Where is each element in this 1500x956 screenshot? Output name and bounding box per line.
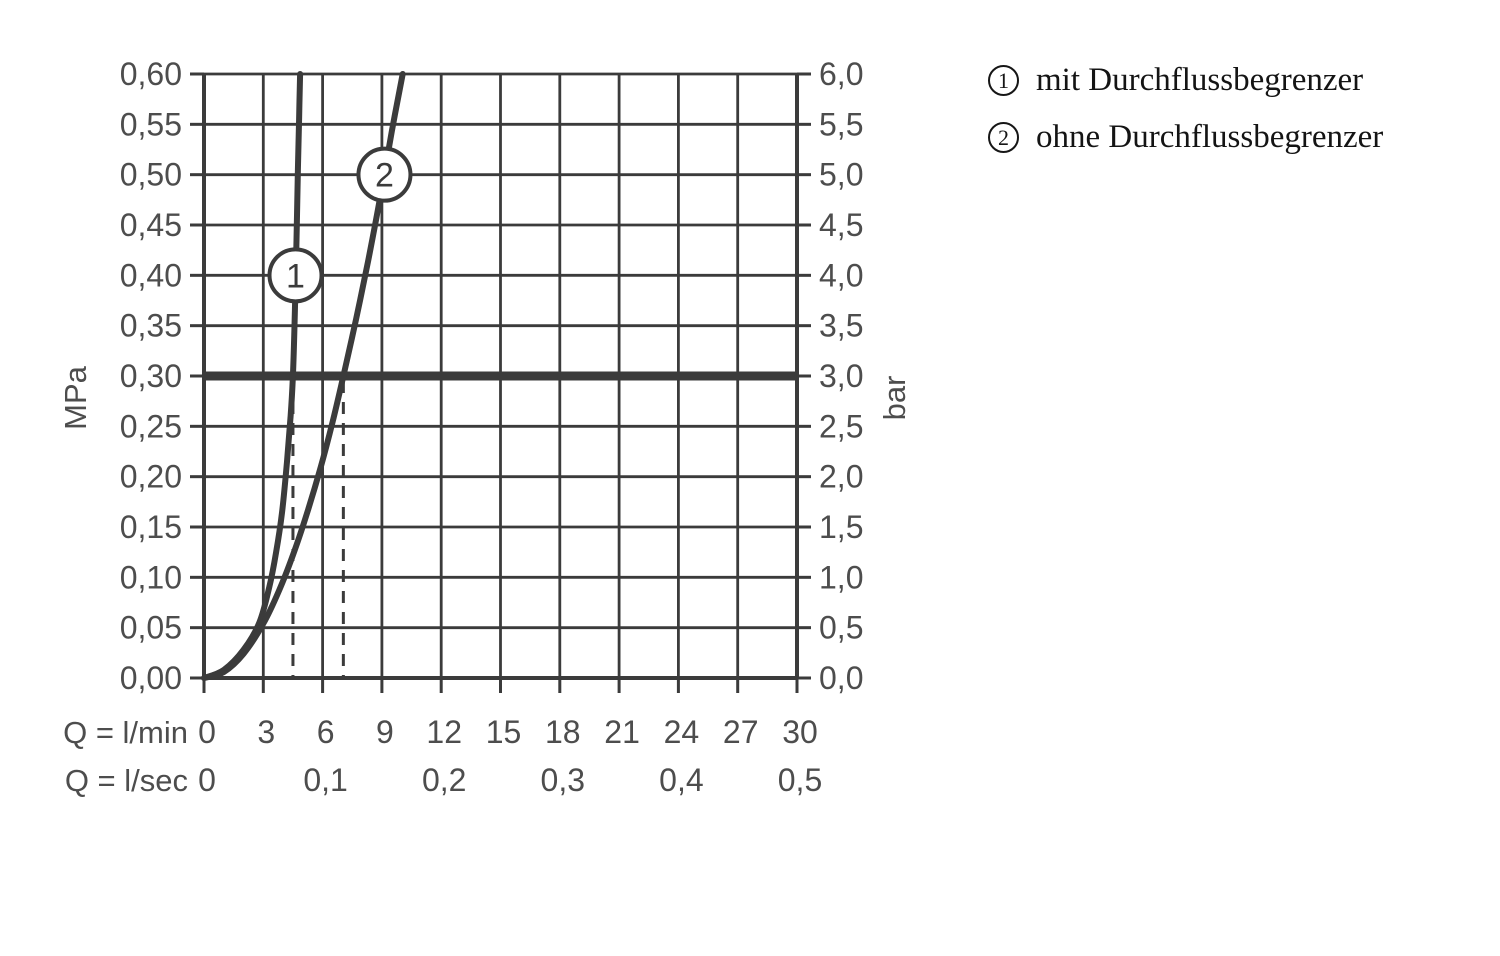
y-left-tick-label: 0,10 bbox=[120, 559, 182, 595]
y-right-tick-label: 1,5 bbox=[819, 509, 863, 545]
y-left-tick-label: 0,35 bbox=[120, 308, 182, 344]
y-right-axis-unit: bar bbox=[877, 376, 912, 421]
x-secondary-tick-label: 0,2 bbox=[422, 762, 466, 798]
y-right-tick-label: 0,5 bbox=[819, 610, 863, 646]
y-left-tick-label: 0,55 bbox=[120, 106, 182, 142]
y-right-tick-label: 0,0 bbox=[819, 660, 863, 696]
y-right-tick-label: 5,0 bbox=[819, 157, 863, 193]
curve-marker-number-1: 1 bbox=[286, 257, 305, 295]
x-secondary-tick-label: 0,3 bbox=[541, 762, 585, 798]
y-left-tick-label: 0,40 bbox=[120, 257, 182, 293]
legend-item-1: 1 mit Durchflussbegrenzer bbox=[988, 62, 1383, 99]
y-left-tick-label: 0,00 bbox=[120, 660, 182, 696]
legend-item-2: 2 ohne Durchflussbegrenzer bbox=[988, 119, 1383, 156]
chart-legend: 1 mit Durchflussbegrenzer 2 ohne Durchfl… bbox=[988, 62, 1383, 176]
x-secondary-tick-label: 0,4 bbox=[659, 762, 703, 798]
x-axis-secondary-unit: Q = l/sec bbox=[65, 763, 188, 798]
x-primary-tick-label: 12 bbox=[426, 714, 462, 750]
legend-symbol-1-icon: 1 bbox=[988, 65, 1019, 96]
x-primary-tick-label: 15 bbox=[486, 714, 522, 750]
x-primary-tick-label: 9 bbox=[376, 714, 394, 750]
x-primary-tick-label: 30 bbox=[782, 714, 818, 750]
curve-marker-circle-2 bbox=[356, 146, 413, 203]
y-right-tick-label: 2,5 bbox=[819, 408, 863, 444]
y-left-tick-label: 0,60 bbox=[120, 56, 182, 92]
x-primary-tick-label: 18 bbox=[545, 714, 581, 750]
y-left-tick-label: 0,50 bbox=[120, 157, 182, 193]
x-primary-tick-label: 6 bbox=[317, 714, 335, 750]
y-left-tick-label: 0,15 bbox=[120, 509, 182, 545]
x-primary-tick-label: 21 bbox=[604, 714, 640, 750]
x-secondary-tick-label: 0 bbox=[198, 762, 216, 798]
y-right-tick-label: 3,5 bbox=[819, 308, 863, 344]
y-right-tick-label: 4,0 bbox=[819, 257, 863, 293]
curve-marker-number-2: 2 bbox=[375, 157, 394, 195]
x-secondary-tick-label: 0,1 bbox=[303, 762, 347, 798]
y-left-tick-label: 0,20 bbox=[120, 459, 182, 495]
x-primary-tick-label: 3 bbox=[257, 714, 275, 750]
x-axis-primary-unit: Q = l/min bbox=[63, 715, 188, 750]
y-right-tick-label: 3,0 bbox=[819, 358, 863, 394]
x-secondary-tick-label: 0,5 bbox=[778, 762, 822, 798]
y-left-tick-label: 0,25 bbox=[120, 408, 182, 444]
y-left-tick-label: 0,45 bbox=[120, 207, 182, 243]
y-right-tick-label: 2,0 bbox=[819, 459, 863, 495]
y-right-tick-label: 1,0 bbox=[819, 559, 863, 595]
curve-2-ohne-durchflussbegrenzer bbox=[201, 71, 406, 681]
y-right-tick-label: 5,5 bbox=[819, 106, 863, 142]
x-primary-tick-label: 27 bbox=[723, 714, 759, 750]
curve-marker-circle-1 bbox=[267, 247, 324, 304]
y-left-axis-unit: MPa bbox=[58, 365, 93, 430]
x-primary-tick-label: 24 bbox=[664, 714, 700, 750]
legend-label-2: ohne Durchflussbegrenzer bbox=[1036, 119, 1384, 155]
x-primary-tick-label: 0 bbox=[198, 714, 216, 750]
y-left-tick-label: 0,05 bbox=[120, 610, 182, 646]
legend-label-1: mit Durchflussbegrenzer bbox=[1036, 62, 1364, 98]
y-left-tick-label: 0,30 bbox=[120, 358, 182, 394]
y-right-tick-label: 4,5 bbox=[819, 207, 863, 243]
legend-symbol-2-icon: 2 bbox=[988, 122, 1019, 153]
y-right-tick-label: 6,0 bbox=[819, 56, 863, 92]
